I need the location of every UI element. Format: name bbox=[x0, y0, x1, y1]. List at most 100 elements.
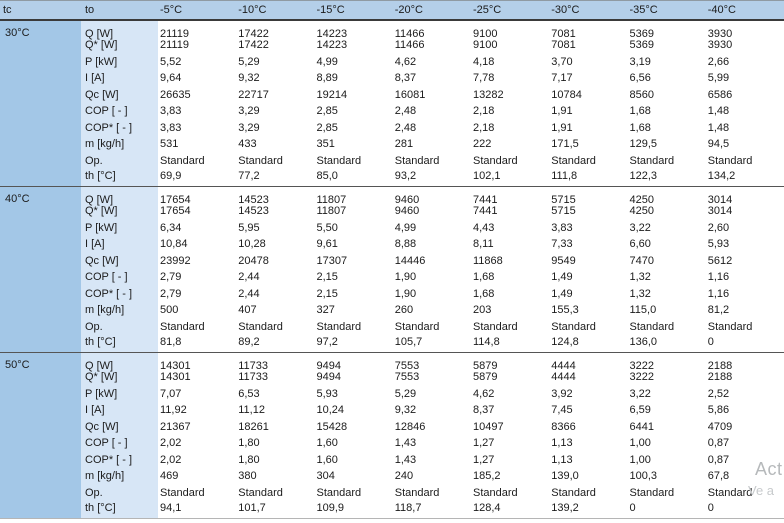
value-cell: 1,27 bbox=[471, 432, 550, 449]
value-cell: 9494 bbox=[314, 371, 393, 383]
value-cell: 7441 bbox=[471, 187, 550, 206]
value-cell: 531 bbox=[158, 133, 237, 150]
value-cell: 122,3 bbox=[627, 166, 706, 186]
value-cell: 6,59 bbox=[627, 399, 706, 416]
value-cell: 14523 bbox=[236, 205, 315, 217]
value-cell: 11733 bbox=[236, 371, 315, 383]
value-cell: 10784 bbox=[549, 84, 628, 101]
value-cell: 2,48 bbox=[392, 100, 471, 117]
value-cell: 2188 bbox=[705, 353, 784, 372]
value-cell: Standard bbox=[705, 482, 784, 499]
row-label: COP [ - ] bbox=[81, 432, 158, 449]
row-label: COP [ - ] bbox=[81, 266, 158, 283]
row-label: I [A] bbox=[81, 399, 158, 416]
value-cell: 5,99 bbox=[705, 67, 784, 84]
value-cell: 7441 bbox=[471, 205, 550, 217]
value-cell: 3,19 bbox=[627, 51, 706, 68]
value-cell: 77,2 bbox=[236, 166, 315, 186]
value-cell: 5612 bbox=[705, 250, 784, 267]
value-cell: 128,4 bbox=[471, 498, 550, 518]
row-label: Q [W] bbox=[81, 187, 158, 206]
value-cell: 3,83 bbox=[158, 100, 237, 117]
value-cell: 89,2 bbox=[236, 332, 315, 352]
value-cell: 3930 bbox=[705, 21, 784, 40]
value-cell: 203 bbox=[471, 299, 550, 316]
row-label: m [kg/h] bbox=[81, 133, 158, 150]
value-cell: 139,0 bbox=[549, 465, 628, 482]
value-cell: 2188 bbox=[705, 371, 784, 383]
value-cell: 4,99 bbox=[314, 51, 393, 68]
value-cell: 11807 bbox=[314, 187, 393, 206]
value-cell: 469 bbox=[158, 465, 237, 482]
value-cell: 100,3 bbox=[627, 465, 706, 482]
value-cell: 11,92 bbox=[158, 399, 237, 416]
value-cell: 1,49 bbox=[549, 266, 628, 283]
value-cell: 3,22 bbox=[627, 383, 706, 400]
value-cell: 5,29 bbox=[236, 51, 315, 68]
value-cell: 5,29 bbox=[392, 383, 471, 400]
value-cell: Standard bbox=[549, 150, 628, 167]
value-cell: 3,83 bbox=[158, 117, 237, 134]
value-cell: 9460 bbox=[392, 187, 471, 206]
row-label: I [A] bbox=[81, 67, 158, 84]
value-cell: 94,5 bbox=[705, 133, 784, 150]
value-cell: 8366 bbox=[549, 416, 628, 433]
value-cell: Standard bbox=[627, 482, 706, 499]
value-cell: 7,78 bbox=[471, 67, 550, 84]
value-cell: 94,1 bbox=[158, 498, 237, 518]
row-label: Qc [W] bbox=[81, 84, 158, 101]
value-cell: 1,60 bbox=[314, 432, 393, 449]
table-header-row: tc to -5°C -10°C -15°C -20°C -25°C -30°C -35°C… bbox=[0, 0, 784, 21]
row-label: I [A] bbox=[81, 233, 158, 250]
value-cell: 1,68 bbox=[627, 100, 706, 117]
value-cell: 1,13 bbox=[549, 432, 628, 449]
header-to-temp-3: -20°C bbox=[394, 3, 423, 16]
value-cell: 1,16 bbox=[705, 266, 784, 283]
value-cell: 12846 bbox=[392, 416, 471, 433]
value-cell: 16081 bbox=[392, 84, 471, 101]
value-cell: 21367 bbox=[158, 416, 237, 433]
value-cell: 10,28 bbox=[236, 233, 315, 250]
value-cell: 111,8 bbox=[549, 166, 628, 186]
value-cell: 7081 bbox=[549, 21, 628, 40]
value-cell: 5879 bbox=[471, 353, 550, 372]
value-cell: 124,8 bbox=[549, 332, 628, 352]
section-tc-1: 40°C Q [W] 17654 14523 11807 9460 7441 5715 4250… bbox=[0, 187, 784, 353]
row-label: P [kW] bbox=[81, 217, 158, 234]
value-cell: 23992 bbox=[158, 250, 237, 267]
value-cell: 2,02 bbox=[158, 449, 237, 466]
value-cell: Standard bbox=[549, 482, 628, 499]
value-cell: 7,33 bbox=[549, 233, 628, 250]
value-cell: 9100 bbox=[471, 39, 550, 51]
value-cell: 81,2 bbox=[705, 299, 784, 316]
value-cell: 8,37 bbox=[392, 67, 471, 84]
value-cell: 1,00 bbox=[627, 432, 706, 449]
value-cell: 11,12 bbox=[236, 399, 315, 416]
value-cell: Standard bbox=[314, 316, 393, 333]
value-cell: 2,44 bbox=[236, 283, 315, 300]
value-cell: 20478 bbox=[236, 250, 315, 267]
value-cell: 67,8 bbox=[705, 465, 784, 482]
value-cell: 17422 bbox=[236, 21, 315, 40]
value-cell: 222 bbox=[471, 133, 550, 150]
value-cell: 7,17 bbox=[549, 67, 628, 84]
value-cell: 6,56 bbox=[627, 67, 706, 84]
value-cell: 5,86 bbox=[705, 399, 784, 416]
value-cell: 105,7 bbox=[392, 332, 471, 352]
row-label: th [°C] bbox=[81, 332, 158, 352]
value-cell: 0 bbox=[705, 332, 784, 352]
tc-value: 40°C bbox=[0, 187, 81, 352]
value-cell: 2,79 bbox=[158, 283, 237, 300]
value-cell: 9,32 bbox=[392, 399, 471, 416]
value-cell: 5715 bbox=[549, 187, 628, 206]
value-cell: 1,32 bbox=[627, 266, 706, 283]
header-to-temp-6: -35°C bbox=[629, 3, 658, 16]
value-cell: 69,9 bbox=[158, 166, 237, 186]
value-cell: Standard bbox=[471, 316, 550, 333]
value-cell: 0,87 bbox=[705, 432, 784, 449]
value-cell: 1,49 bbox=[549, 283, 628, 300]
value-cell: 115,0 bbox=[627, 299, 706, 316]
value-cell: 2,44 bbox=[236, 266, 315, 283]
value-cell: 351 bbox=[314, 133, 393, 150]
value-cell: 114,8 bbox=[471, 332, 550, 352]
